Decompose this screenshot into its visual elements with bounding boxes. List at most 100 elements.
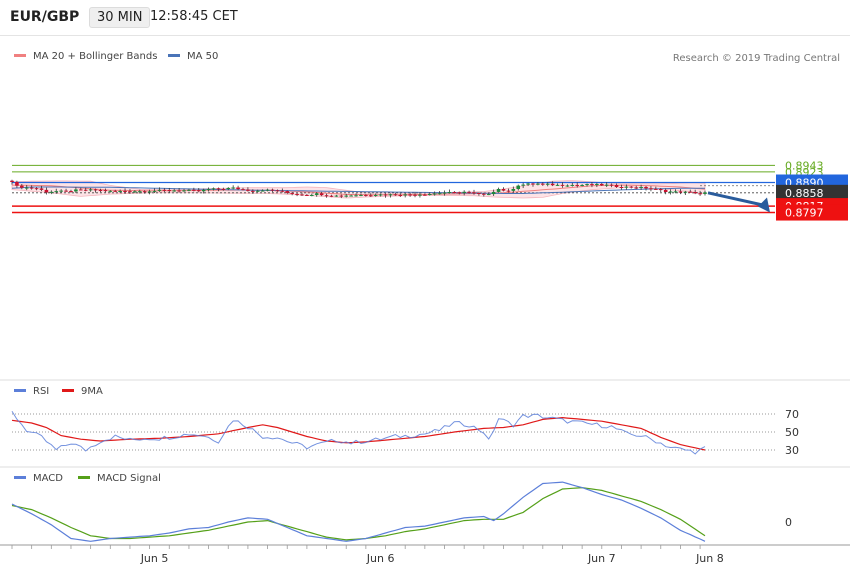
candle [49,190,54,195]
candle-body [541,183,545,185]
candle [251,189,255,194]
candle-body [10,180,14,183]
candle [265,188,270,192]
ma20-line [11,184,706,196]
candle [521,182,525,189]
interval-selector[interactable]: 30 MIN [89,7,151,28]
candle [133,190,137,194]
candle-body [182,190,186,192]
candle-body [575,184,580,186]
candle-body [398,194,403,196]
candle [201,188,206,194]
candle [437,191,442,195]
candle [408,192,412,197]
candle [10,179,14,185]
level-0-8797-badge [776,204,848,221]
candle-body [98,190,103,192]
candle [241,187,245,191]
legend-rsi-swatch [14,389,26,392]
candle-body [496,188,501,192]
symbol-label: EUR/GBP [10,9,80,25]
candle-body [698,193,702,195]
candle-body [251,190,255,192]
candle-body [34,188,39,190]
candle-body [526,183,530,185]
chart-header: EUR/GBP 30 MIN 12:58:45 CET [0,0,850,36]
candle [383,193,388,198]
candle-body [693,191,697,194]
candle-body [54,191,59,193]
legend-ma20-swatch [14,54,26,57]
candle [477,192,481,196]
candle [300,192,304,196]
candle-body [285,191,290,193]
candle [364,194,368,197]
candle-body [614,184,619,188]
candle [128,189,132,194]
candle [15,180,19,188]
candle-body [147,191,152,193]
candle-body [216,188,221,190]
candle-body [236,187,240,190]
candle [442,190,447,196]
candle [614,183,619,188]
rsi-tick-label: 30 [785,444,799,457]
candle-body [211,188,216,190]
candle-body [590,184,594,186]
candle [698,190,702,196]
candle-body [467,191,471,193]
candle-body [521,184,525,186]
candle [29,185,34,190]
candle-body [74,189,78,192]
candle [619,184,624,190]
candle-body [187,189,191,191]
candle-body [201,189,206,192]
candle [69,189,73,193]
legend-ma20-label: MA 20 + Bollinger Bands [33,51,157,62]
legend-macd-swatch [14,476,26,479]
candle-body [172,190,176,192]
candle [290,192,294,196]
candle-body [560,184,565,186]
candle-body [447,191,452,193]
forecast-arrow-head [758,197,770,213]
candle-body [442,192,447,194]
candle [506,188,511,193]
candle [39,185,44,192]
candle-body [319,193,324,196]
candle-body [585,184,589,186]
candle [231,185,235,190]
candle [639,184,643,190]
candle-body [49,191,54,193]
candle-body [246,189,250,191]
candle-body [260,190,265,192]
candle-body [157,189,162,191]
candle [324,193,329,198]
candle [482,192,486,197]
macd-tick-label: 0 [785,516,792,529]
candle-body [639,186,643,188]
candle-body [162,189,167,191]
candle-body [339,195,344,197]
candle [34,187,39,191]
candle-body [123,190,127,192]
candle-body [393,194,398,196]
candle [575,182,580,188]
candle-body [280,190,285,192]
candle-body [373,194,378,196]
legend-macd-signal-swatch [78,476,90,479]
candle-body [24,187,29,189]
candle [570,182,575,187]
candle-body [113,190,118,192]
candle-body [20,185,24,188]
candle-body [167,190,172,192]
candle [496,187,501,193]
candle-body [354,195,358,197]
candle-body [629,186,634,188]
candle [20,184,24,190]
candle [142,190,147,194]
candle [221,187,226,191]
candle [452,191,457,194]
candle-body [108,190,113,192]
